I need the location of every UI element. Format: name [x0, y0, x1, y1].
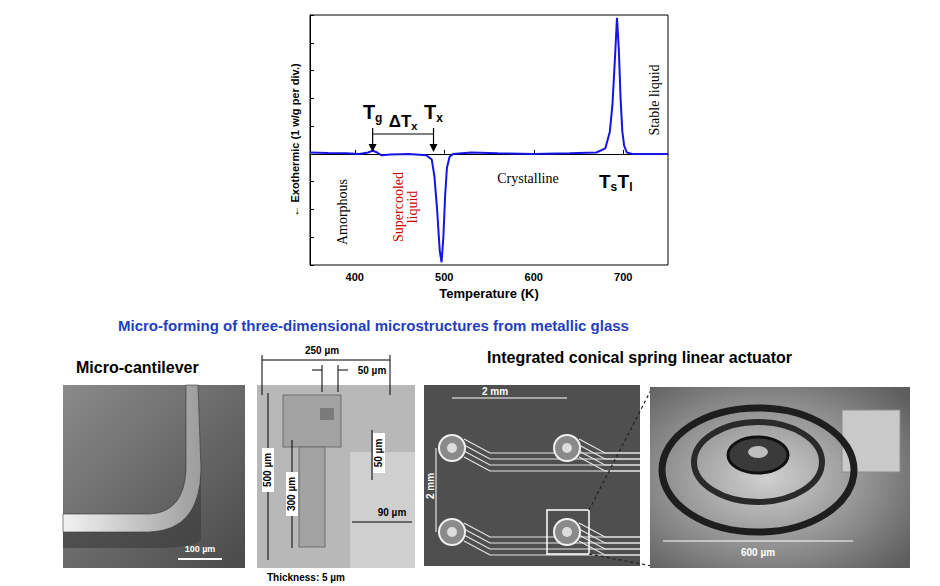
svg-text:← Exothermic (1 w/g per div.): ← Exothermic (1 w/g per div.) [289, 63, 301, 217]
svg-text:100 µm: 100 µm [185, 544, 216, 554]
svg-text:T: T [424, 101, 436, 123]
svg-text:Micro-forming of three-dimensi: Micro-forming of three-dimensional micro… [118, 317, 629, 334]
svg-text:Micro-cantilever: Micro-cantilever [76, 359, 199, 376]
svg-text:x: x [411, 120, 418, 132]
svg-text:300 µm: 300 µm [286, 477, 297, 511]
svg-text:Supercooled: Supercooled [391, 172, 406, 242]
svg-text:Temperature (K): Temperature (K) [439, 286, 538, 301]
svg-text:liquid: liquid [405, 191, 420, 224]
svg-text:500: 500 [435, 271, 453, 283]
svg-text:400: 400 [346, 271, 364, 283]
svg-text:g: g [375, 111, 382, 125]
svg-text:ΔT: ΔT [389, 112, 412, 131]
svg-text:T: T [363, 101, 375, 123]
svg-text:l: l [629, 180, 632, 194]
svg-text:Amorphous: Amorphous [335, 179, 350, 245]
svg-text:50 µm: 50 µm [373, 439, 384, 468]
svg-text:Thickness: 5 µm: Thickness: 5 µm [267, 572, 345, 583]
svg-text:50 µm: 50 µm [358, 365, 387, 376]
svg-text:Integrated conical spring line: Integrated conical spring linear actuato… [487, 349, 792, 366]
svg-text:2 mm: 2 mm [425, 473, 436, 499]
svg-text:Crystalline: Crystalline [497, 171, 558, 186]
svg-text:600 µm: 600 µm [741, 547, 775, 558]
svg-text:Stable liquid: Stable liquid [647, 64, 662, 135]
svg-text:90 µm: 90 µm [378, 507, 407, 518]
svg-text:500 µm: 500 µm [262, 453, 273, 487]
svg-text:2 mm: 2 mm [482, 386, 508, 397]
svg-text:T: T [618, 171, 630, 192]
svg-text:x: x [436, 111, 443, 125]
svg-text:s: s [610, 180, 617, 194]
svg-text:250 µm: 250 µm [305, 345, 339, 356]
svg-text:700: 700 [614, 271, 632, 283]
svg-text:T: T [599, 171, 611, 192]
svg-text:600: 600 [525, 271, 543, 283]
